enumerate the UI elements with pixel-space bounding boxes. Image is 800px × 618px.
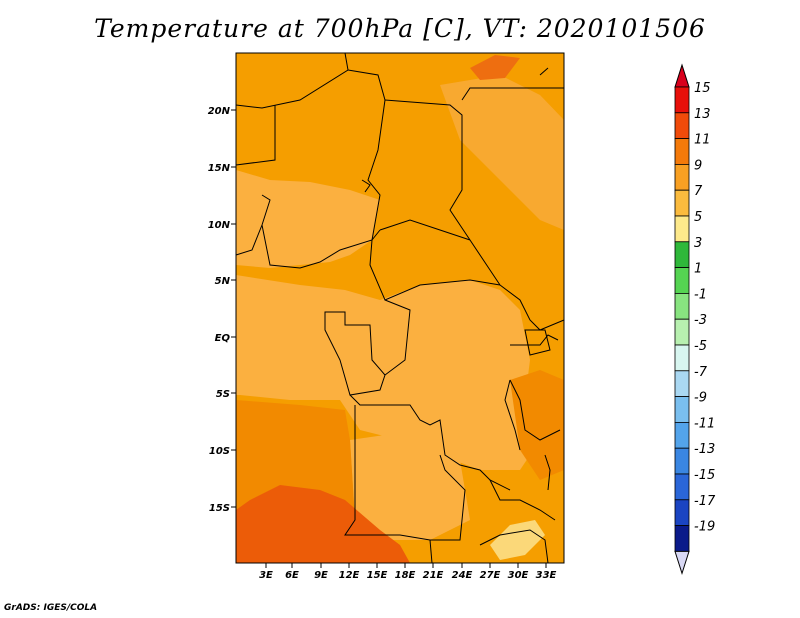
lat-label-EQ: EQ [215, 333, 231, 344]
field-mild-south [350, 430, 470, 540]
border-north-3 [235, 105, 276, 166]
colorbar-label: 5 [694, 210, 702, 225]
axis-ticks [231, 109, 547, 568]
lon-label-9E: 9E [314, 570, 328, 581]
lat-label-20N: 20N [208, 106, 231, 117]
field-mild-northeast [440, 75, 564, 230]
colorbar-label: -11 [694, 416, 715, 431]
border-north-2 [347, 69, 386, 241]
colorbar-label: 3 [694, 236, 702, 251]
colorbar-label: -3 [694, 313, 707, 328]
colorbar-swatch [674, 396, 690, 423]
colorbar-swatch [674, 292, 690, 320]
map-frame [235, 52, 565, 564]
lon-label-30E: 30E [508, 570, 529, 581]
field-hot-southwest [236, 485, 410, 563]
country-borders [235, 52, 565, 564]
field-warm-east [510, 370, 564, 480]
colorbar-label: -19 [694, 520, 715, 535]
border-congo [349, 394, 511, 491]
colorbar-swatch [674, 138, 690, 165]
colorbar-label: 15 [694, 81, 711, 96]
border-central-2 [369, 239, 501, 301]
lon-label-6E: 6E [285, 570, 299, 581]
colorbar-label: 1 [694, 262, 702, 277]
colorbar-swatch [674, 189, 690, 217]
lon-label-33E: 33E [536, 570, 557, 581]
lon-label-21E: 21E [423, 570, 444, 581]
border-north-4 [384, 99, 501, 286]
lon-label-3E: 3E [259, 570, 273, 581]
colorbar-bottom-arrow [674, 550, 690, 576]
longitude-labels: 3E 6E 9E 12E 15E 18E 21E 24E 27E 30E 33E [259, 570, 556, 581]
temperature-field [235, 52, 565, 564]
colorbar-label: -17 [694, 494, 716, 509]
lat-label-15S: 15S [209, 503, 230, 514]
border-red-sea [539, 67, 549, 76]
border-lake-chad [361, 179, 371, 193]
border-east-1 [499, 284, 565, 331]
grads-credit: GrADS: IGES/COLA [4, 603, 98, 613]
border-central-4 [384, 299, 411, 376]
lon-label-27E: 27E [480, 570, 501, 581]
colorbar-swatch [674, 112, 690, 140]
colorbar-label: 9 [694, 158, 702, 173]
colorbar-label: -15 [694, 468, 715, 483]
border-south [429, 539, 433, 564]
border-north-1 [235, 52, 349, 109]
lat-label-5N: 5N [215, 276, 231, 287]
lon-label-12E: 12E [339, 570, 360, 581]
colorbar-label: 11 [694, 133, 711, 148]
colorbar-label: -5 [694, 339, 707, 354]
lon-label-24E: 24E [452, 570, 473, 581]
latitude-labels: 20N 15N 10N 5N EQ 5S 10S 15S [208, 106, 231, 514]
colorbar-label: -1 [694, 287, 707, 302]
colorbar-label: 13 [694, 107, 711, 122]
lat-label-10S: 10S [209, 446, 230, 457]
colorbar-top-arrow [674, 63, 690, 88]
border-north-5 [461, 87, 564, 101]
colorbar-swatch [674, 318, 690, 346]
border-lake-tanganyika [504, 379, 521, 451]
lat-label-5S: 5S [216, 389, 230, 400]
colorbar-swatch [674, 241, 690, 269]
border-lake-malawi [544, 454, 551, 491]
colorbar-label: -13 [694, 442, 715, 457]
lon-label-18E: 18E [395, 570, 416, 581]
colorbar-swatch [674, 525, 690, 552]
colorbar-swatch [674, 267, 690, 294]
border-east-4 [489, 479, 556, 521]
border-central-1 [379, 219, 471, 241]
lat-label-15N: 15N [208, 163, 231, 174]
lon-label-15E: 15E [367, 570, 388, 581]
colorbar-label: -7 [694, 365, 708, 380]
field-cool-southeast [490, 520, 545, 560]
colorbar-swatch [674, 421, 690, 449]
colorbar-swatch [674, 499, 690, 526]
chart-title: Temperature at 700hPa [C], VT: 202010150… [94, 14, 706, 43]
field-mild-west-africa [236, 170, 380, 268]
border-east-2 [510, 334, 559, 346]
colorbar-swatch [674, 344, 690, 372]
field-hot-north [470, 55, 520, 80]
colorbar-swatch [674, 163, 690, 191]
colorbar-label: 7 [694, 184, 703, 199]
colorbar-swatch [674, 86, 690, 114]
colorbar-swatch [674, 447, 690, 475]
border-east-5 [479, 529, 549, 564]
colorbar: 15 13 11 9 7 5 3 1 -1 -3 -5 -7 -9 -11 -13 -15 -17 -19 [674, 63, 716, 576]
colorbar-label: -9 [694, 391, 707, 406]
colorbar-swatch [674, 473, 690, 501]
border-east-3 [509, 379, 561, 441]
colorbar-swatch [674, 215, 690, 243]
lat-label-10N: 10N [208, 220, 231, 231]
border-lake-victoria [524, 329, 551, 356]
colorbar-swatch [674, 370, 690, 397]
